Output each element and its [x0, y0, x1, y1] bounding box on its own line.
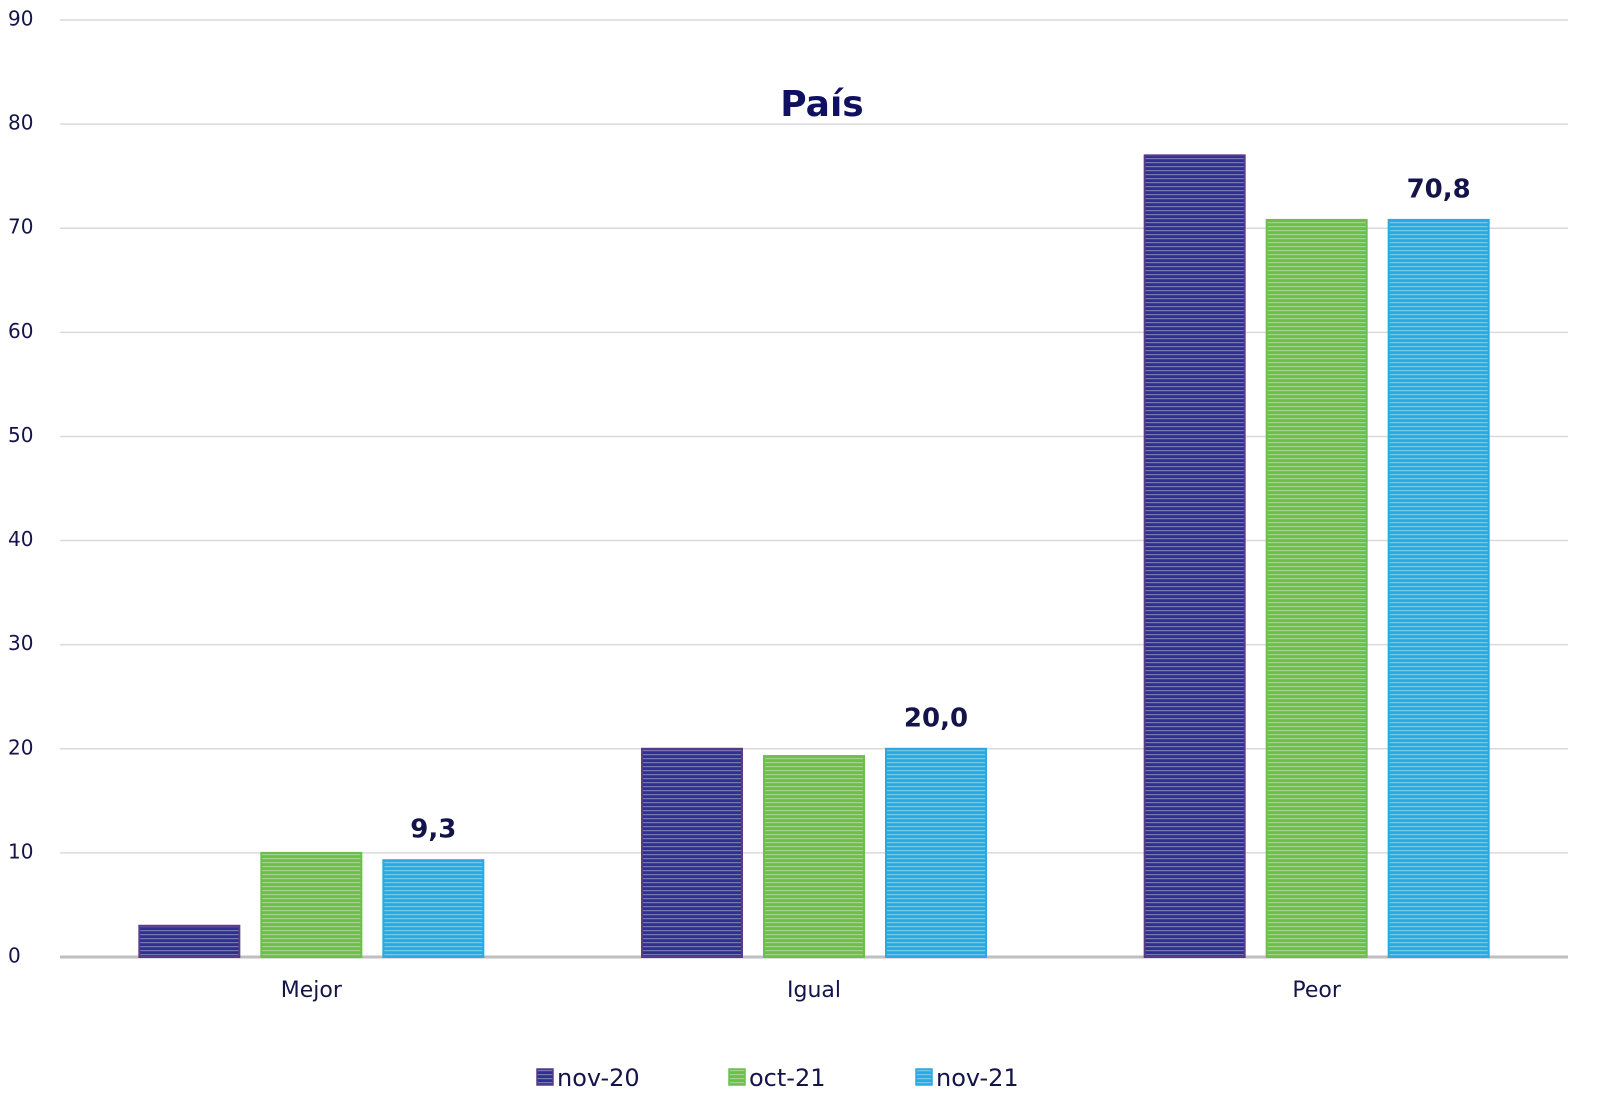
value-label: 9,3 — [410, 815, 456, 845]
x-tick-label: Igual — [787, 978, 841, 1003]
bar — [1387, 218, 1490, 959]
y-tick-label: 80 — [8, 111, 33, 135]
x-tick-label: Mejor — [281, 978, 343, 1003]
y-tick-label: 20 — [8, 735, 33, 759]
y-tick-label: 0 — [8, 944, 21, 968]
y-tick-label: 10 — [8, 839, 33, 863]
legend-label: nov-20 — [557, 1064, 640, 1092]
bar — [138, 924, 241, 958]
bar — [382, 859, 485, 959]
legend-swatch — [915, 1068, 933, 1086]
y-tick-label: 70 — [8, 215, 33, 239]
bar — [260, 851, 363, 959]
chart-title: País — [780, 84, 863, 125]
bar — [885, 747, 987, 958]
y-tick-label: 50 — [8, 423, 33, 447]
value-label: 70,8 — [1407, 174, 1471, 204]
legend-swatch — [536, 1068, 554, 1086]
bar — [1265, 218, 1368, 959]
y-tick-label: 60 — [8, 319, 33, 343]
bar — [641, 747, 743, 958]
y-tick-label: 30 — [8, 631, 33, 655]
bar — [763, 755, 865, 958]
legend-label: nov-21 — [936, 1064, 1019, 1092]
value-label: 20,0 — [904, 703, 968, 733]
bar — [1143, 154, 1246, 959]
legend-swatch — [728, 1068, 746, 1086]
y-tick-label: 90 — [8, 7, 33, 31]
legend-label: oct-21 — [749, 1064, 826, 1092]
x-tick-label: Peor — [1292, 978, 1341, 1003]
y-tick-label: 40 — [8, 527, 33, 551]
